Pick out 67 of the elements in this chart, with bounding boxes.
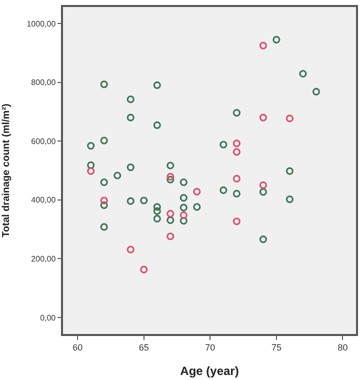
x-tick-label: 60: [72, 342, 83, 353]
y-tick-label: 600,00: [31, 136, 56, 146]
y-tick-label: 400,00: [31, 196, 56, 205]
point: [87, 167, 95, 175]
point: [153, 207, 161, 215]
point: [166, 210, 174, 218]
point: [126, 114, 134, 122]
point: [100, 80, 108, 88]
point: [232, 140, 240, 148]
point: [153, 214, 161, 223]
point: [259, 236, 267, 244]
point: [166, 162, 174, 170]
point: [114, 172, 122, 180]
point: [153, 203, 161, 211]
point: [100, 223, 108, 231]
point: [232, 174, 240, 183]
point: [166, 176, 174, 184]
point: [286, 167, 294, 175]
point: [153, 81, 161, 90]
point: [180, 178, 188, 186]
point: [193, 203, 201, 211]
point: [259, 42, 267, 50]
x-tick-label: 80: [338, 342, 348, 353]
point: [272, 36, 280, 44]
point: [232, 190, 240, 198]
point: [166, 216, 174, 224]
point: [180, 216, 188, 225]
point: [100, 201, 108, 209]
y-tick-label: 200,00: [31, 254, 56, 264]
x-tick-label: 70: [205, 342, 216, 353]
point: [87, 161, 95, 170]
point: [126, 246, 134, 254]
point: [193, 188, 201, 196]
point: [220, 140, 228, 148]
point: [166, 172, 174, 180]
point: [140, 196, 148, 204]
point: [259, 114, 267, 122]
x-tick-label: 75: [271, 342, 282, 353]
point: [232, 218, 240, 226]
point: [180, 194, 188, 202]
point: [232, 148, 240, 156]
y-tick-label: 800,00: [31, 78, 56, 88]
point: [232, 109, 240, 117]
point: [100, 178, 108, 186]
point: [286, 114, 294, 122]
point: [286, 196, 294, 204]
x-tick-label: 65: [138, 342, 149, 353]
point: [180, 211, 188, 219]
point: [299, 70, 307, 78]
point: [220, 186, 228, 194]
point: [126, 96, 134, 104]
point: [140, 266, 148, 274]
point: [100, 196, 108, 204]
point: [312, 88, 320, 96]
point: [259, 181, 267, 189]
y-axis-title: Total drainage count (ml/m²): [1, 104, 12, 238]
point: [180, 204, 188, 212]
point: [100, 136, 108, 144]
point: [166, 232, 174, 240]
y-tick-label: 1000,00: [26, 19, 56, 28]
point: [87, 142, 95, 150]
point: [126, 197, 134, 205]
y-tick-label: 0,00: [40, 313, 56, 322]
point: [259, 188, 267, 196]
point: [153, 121, 161, 130]
point: [126, 163, 134, 172]
x-axis-title: Age (year): [180, 364, 239, 378]
